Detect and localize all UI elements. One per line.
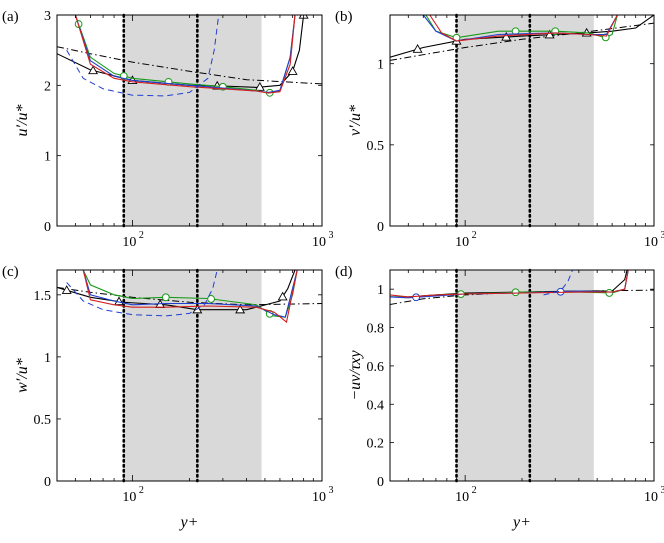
shaded-region — [123, 15, 262, 226]
x-tick-label: 10 — [455, 235, 469, 250]
series-line-5 — [66, 15, 220, 97]
circle-marker — [551, 27, 560, 36]
series-line-0 — [57, 286, 322, 306]
y-tick-label: 0 — [377, 475, 384, 490]
x-tick-label: 10 — [644, 490, 658, 505]
y-tick-label: 0.8 — [367, 322, 385, 337]
y-tick-label: 1 — [44, 351, 51, 366]
x-tick-label: 10 — [122, 235, 136, 250]
y-axis-label: v′/u* — [347, 105, 364, 136]
x-tick-exponent: 2 — [472, 230, 477, 241]
x-axis-label: y+ — [511, 514, 531, 531]
series-line-4 — [390, 270, 629, 298]
x-tick-label: 10 — [122, 490, 136, 505]
y-tick-label: 0.4 — [367, 398, 385, 413]
x-tick-exponent: 3 — [329, 485, 334, 496]
y-tick-label: 0.6 — [367, 360, 385, 375]
shaded-region — [456, 15, 594, 226]
series-line-0 — [57, 46, 322, 85]
y-tick-label: 1 — [377, 58, 384, 73]
x-axis-label: y+ — [179, 514, 199, 531]
series-group — [57, 270, 322, 324]
series-group — [390, 15, 654, 61]
triangle-marker — [61, 285, 72, 294]
series-line-1 — [57, 15, 305, 88]
y-tick-label: 1 — [44, 150, 51, 165]
triangle-marker — [254, 82, 265, 91]
circle-marker — [511, 288, 520, 297]
x-tick-label: 10 — [644, 235, 658, 250]
circle-marker — [605, 289, 614, 297]
circle-marker — [161, 293, 170, 302]
series-line-3 — [422, 15, 618, 42]
panel-label: (c) — [2, 264, 19, 280]
series-group — [390, 270, 654, 305]
y-tick-label: 1.5 — [34, 289, 52, 304]
y-tick-label: 0 — [44, 220, 51, 235]
y-tick-label: 0.5 — [367, 139, 385, 154]
x-tick-exponent: 2 — [139, 230, 144, 241]
triangle-marker — [287, 66, 298, 75]
circle-marker — [412, 293, 421, 302]
x-tick-label: 10 — [455, 490, 469, 505]
x-tick-label: 10 — [312, 235, 326, 250]
series-line-0 — [390, 22, 654, 61]
shaded-region — [123, 270, 262, 481]
y-tick-label: 0.5 — [34, 413, 52, 428]
y-tick-label: 0.2 — [367, 437, 385, 452]
panel-label: (b) — [335, 9, 353, 25]
series-line-4 — [74, 15, 296, 94]
panel-label: (d) — [335, 264, 353, 280]
x-tick-exponent: 3 — [661, 230, 664, 241]
x-tick-exponent: 2 — [472, 485, 477, 496]
triangle-marker — [235, 304, 246, 314]
series-line-3 — [74, 15, 296, 93]
circle-marker — [207, 295, 215, 303]
series-line-3 — [82, 270, 298, 318]
triangle-marker — [277, 291, 288, 301]
y-axis-label: −uv/τxy — [347, 349, 364, 400]
triangle-marker — [544, 29, 555, 39]
panel-label: (a) — [2, 9, 19, 25]
y-tick-label: 0 — [44, 475, 51, 490]
series-line-4 — [429, 15, 618, 42]
triangle-marker — [501, 31, 512, 41]
x-tick-exponent: 2 — [139, 485, 144, 496]
y-tick-label: 0 — [377, 220, 384, 235]
y-axis-label: u′/u* — [14, 105, 31, 137]
shaded-region — [456, 270, 594, 481]
x-tick-exponent: 3 — [661, 485, 664, 496]
series-group — [57, 15, 322, 97]
y-tick-label: 3 — [44, 9, 51, 24]
y-tick-label: 1 — [377, 283, 384, 298]
x-tick-exponent: 3 — [329, 230, 334, 241]
y-axis-label: w′/u* — [14, 358, 31, 393]
triangle-marker — [412, 44, 423, 53]
series-line-5 — [66, 270, 218, 317]
y-tick-label: 2 — [44, 79, 51, 94]
panel-c: 00.511.510 2 10 3(c)w′/u*y+ — [2, 264, 334, 531]
series-line-4 — [82, 270, 298, 324]
x-tick-label: 10 — [312, 490, 326, 505]
series-line-5 — [543, 270, 573, 296]
triangle-marker — [88, 65, 99, 75]
